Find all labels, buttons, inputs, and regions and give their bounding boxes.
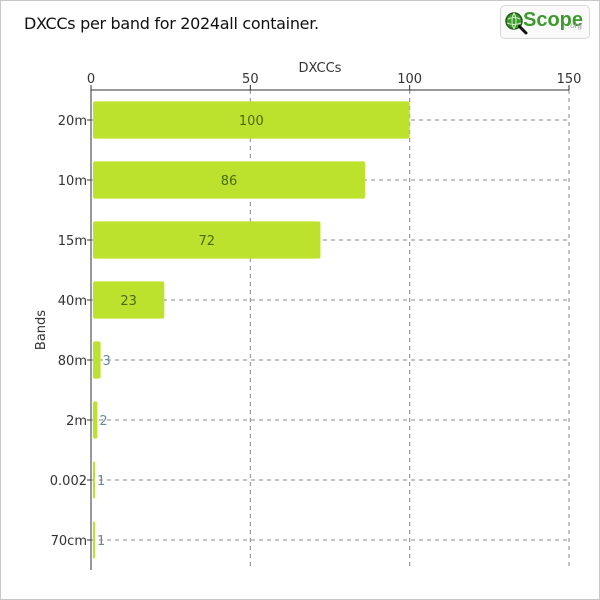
bar [93,461,95,499]
logo-name: Scope [523,9,584,31]
y-tick-label: 80m [58,354,87,369]
bar [93,161,366,199]
x-tick-label: 0 [87,72,95,87]
bar-value-label: 3 [103,354,111,369]
x-tick-label: 50 [242,72,259,87]
y-tick-label: 40m [58,294,87,309]
x-tick-label: 100 [397,72,422,87]
bar-value-label: 1 [97,534,105,549]
y-tick-label: 2m [66,414,87,429]
bar [93,341,101,379]
globe-magnifier-icon [504,11,528,38]
y-tick-label: 15m [58,234,87,249]
bar-value-label: 23 [120,294,137,309]
y-tick-label: 20m [58,114,87,129]
axes [87,85,570,570]
y-tick-label: 10m [58,174,87,189]
bar-value-label: 2 [99,414,107,429]
y-tick-label: 0.002 [50,474,87,489]
bar [93,101,410,139]
bar [93,401,98,439]
bar-value-label: 72 [198,234,215,249]
bars [93,101,410,559]
logo-suffix: .org [568,21,582,30]
x-axis-title: DXCCs [299,61,342,76]
labels: 100 86 72 23 3 2 1 1 0 50 100 150 20m 10m 15m 40m 80m 2m 0… [34,61,581,549]
bar [93,221,321,259]
chart-title: DXCCs per band for 2024all container. [24,14,319,33]
bar [93,521,95,559]
y-tick-label: 70cm [51,534,87,549]
x-tick-label: 150 [557,72,582,87]
bar [93,281,165,319]
bar-value-label: 100 [239,114,264,129]
y-axis-title: Bands [34,310,49,350]
bar-value-label: 86 [221,174,238,189]
scope-logo: Scope .org [500,5,590,39]
bar-value-label: 1 [97,474,105,489]
